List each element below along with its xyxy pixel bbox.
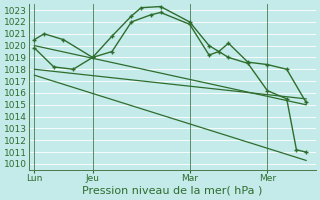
X-axis label: Pression niveau de la mer( hPa ): Pression niveau de la mer( hPa ): [82, 186, 262, 196]
